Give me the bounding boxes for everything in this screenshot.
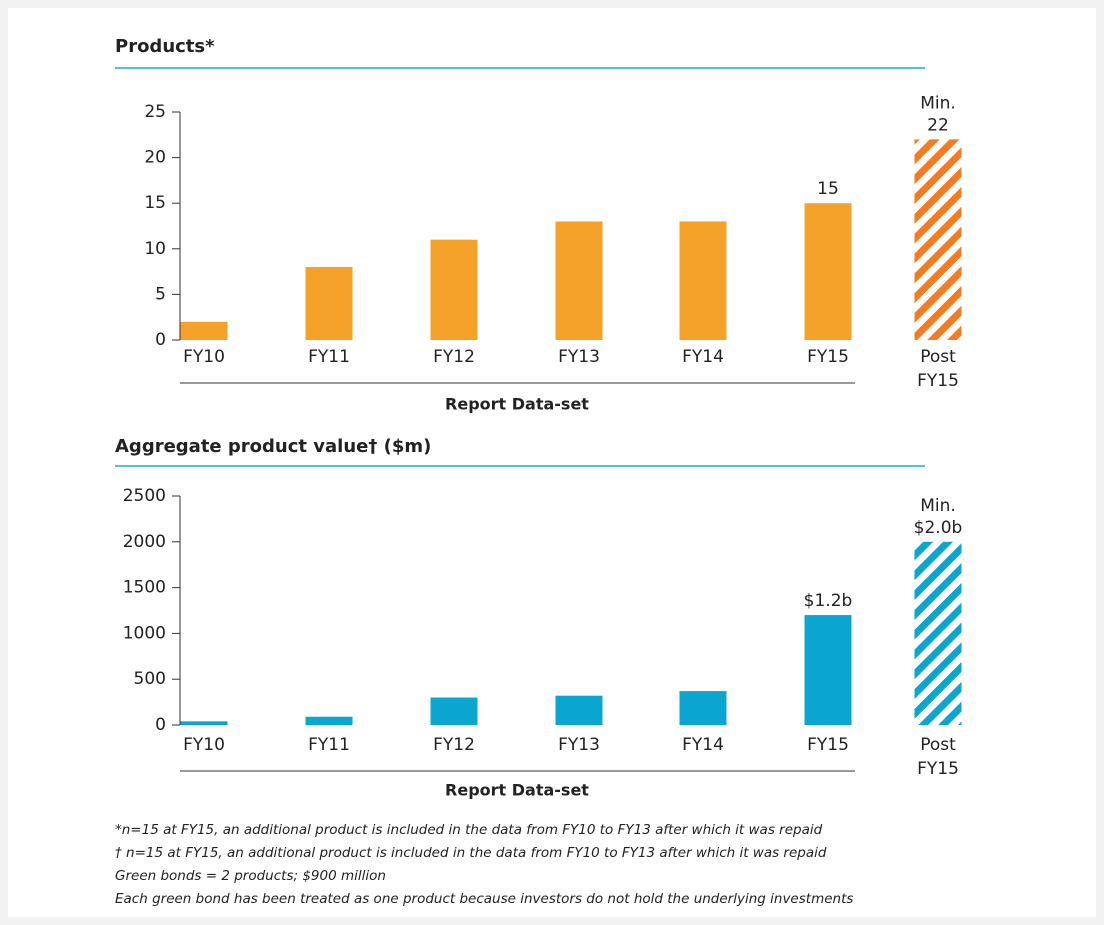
x-tick-label: FY12 [433,347,475,367]
x-tick-label: Post FY15 [917,735,959,779]
bar [430,697,478,725]
value-label-word: Min. [920,93,956,113]
y-tick-label: 20 [144,148,166,168]
x-tick-label: Post FY15 [917,347,959,391]
bar [914,139,962,340]
footnote: † n=15 at FY15, an additional product is… [115,845,827,861]
x-tick-label: FY14 [682,347,724,367]
x-tick-label: FY14 [682,735,724,755]
bar [914,541,962,725]
y-tick-label: 2500 [123,486,166,506]
value-label: Min. 22 [920,93,956,135]
footnote: Each green bond has been treated as one … [115,891,853,907]
x-tick-label: FY11 [308,347,350,367]
footnote: *n=15 at FY15, an additional product is … [115,822,823,838]
chart-title: Aggregate product value† ($m) [115,436,431,457]
bar [679,691,727,725]
x-tick-label: FY11 [308,735,350,755]
y-tick-label: 1500 [123,578,166,598]
x-axis-label: Report Data-set [445,781,589,800]
chart-title: Products* [115,36,215,57]
bar [804,203,852,340]
x-tick-label: FY13 [558,735,600,755]
bar [555,695,603,725]
x-axis-label: Report Data-set [445,395,589,414]
bar [555,221,603,340]
bar [180,721,228,725]
value-label: Min. $2.0b [914,496,963,538]
x-tick-word: FY15 [917,371,959,391]
bar [430,239,478,340]
value-label: $1.2b [804,591,853,611]
bar [180,321,228,340]
x-tick-word: Post [920,347,956,367]
value-label-word: $2.0b [914,518,963,538]
footnote: Green bonds = 2 products; $900 million [115,868,386,884]
x-tick-label: FY10 [183,347,225,367]
x-tick-word: FY15 [917,759,959,779]
y-tick-label: 0 [155,715,166,735]
y-tick-label: 1000 [123,623,166,643]
x-tick-label: FY12 [433,735,475,755]
y-tick-label: 25 [144,102,166,122]
value-label-word: Min. [920,496,956,516]
bar [305,716,353,725]
x-tick-word: Post [920,735,956,755]
bar [679,221,727,340]
y-tick-label: 0 [155,330,166,350]
x-tick-label: FY15 [807,735,849,755]
x-tick-label: FY10 [183,735,225,755]
value-label-word: 22 [927,115,949,135]
bar [305,267,353,340]
y-tick-label: 5 [155,284,166,304]
x-tick-label: FY15 [807,347,849,367]
y-tick-label: 10 [144,239,166,259]
bar [804,615,852,725]
y-tick-label: 15 [144,193,166,213]
value-label: 15 [817,179,839,199]
y-tick-label: 2000 [123,532,166,552]
y-tick-label: 500 [134,669,166,689]
x-tick-label: FY13 [558,347,600,367]
